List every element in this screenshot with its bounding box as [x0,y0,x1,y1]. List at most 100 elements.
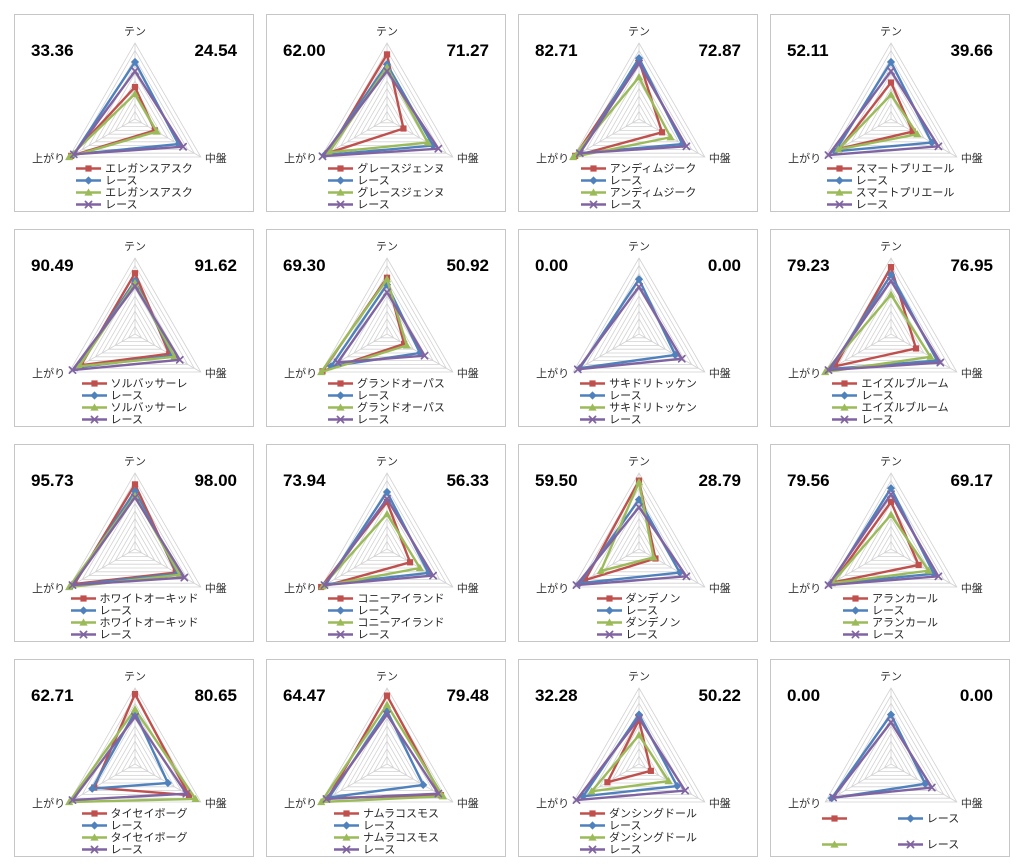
radar-series [830,513,930,585]
radar-series [837,93,919,151]
axis-label-ten: テン [376,671,398,683]
right-score-value: 79.48 [446,686,489,705]
chart-legend: タイセイボーグ レース タイセイボーグ レース [15,807,253,856]
axis-label-agari: 上がり [536,366,569,380]
legend-x-marker-icon [832,415,858,423]
axis-label-ten: テン [628,456,650,468]
legend-label: ナムラコスモス [362,808,440,820]
axis-label-chuban: 中盤 [961,797,983,810]
legend-x-marker-icon [596,630,622,638]
legend-box: ダンシングドール レース ダンシングドール レース [579,807,697,856]
right-score-value: 71.27 [446,41,489,60]
legend-triangle-marker-icon [826,187,852,196]
left-score-value: 52.11 [787,41,829,60]
legend-x-marker-icon [76,200,102,208]
chart-legend: エイズルブルーム レース エイズルブルーム レース [771,377,1009,426]
legend-x-marker-icon [81,845,107,853]
axis-label-ten: テン [880,26,902,38]
legend-item: レース [596,628,681,641]
chart-legend: ナムラコスモス レース ナムラコスモス レース [267,807,505,856]
legend-label: レース [609,390,642,402]
legend-square-marker-icon [76,164,102,172]
axis-label-chuban: 中盤 [709,152,731,165]
axis-label-ten: テン [628,671,650,683]
left-score-value: 64.47 [283,686,326,705]
legend-label: レース [110,844,143,856]
right-score-value: 56.33 [446,471,489,490]
legend-box: ナムラコスモス レース ナムラコスモス レース [333,807,440,856]
radar-chart-panel: 32.28 50.22 テン 中盤 上がり ダンシングドール レース ダンシングドールレ… [518,659,758,857]
legend-label: レース [357,605,390,617]
legend-item: レース [81,819,188,832]
radar-series [71,496,186,587]
legend-label: エレガンスアスク [105,163,193,175]
axis-label-chuban: 中盤 [457,367,479,380]
legend-item: レース [842,628,938,641]
legend-box: レース レース [821,807,960,851]
chart-legend: グランドオーパス レース グランドオーパス レース [267,377,505,426]
legend-triangle-marker-icon [333,832,359,841]
legend-x-marker-icon [897,840,923,848]
legend-item: サキドリトッケン [579,377,697,390]
legend-label: レース [362,820,396,832]
left-score-value: 0.00 [535,256,569,275]
legend-label: レース [872,629,905,641]
legend-triangle-marker-icon [328,617,354,626]
legend-diamond-marker-icon [81,390,107,400]
axis-label-agari: 上がり [788,151,821,165]
radar-series [575,506,688,587]
legend-label: ダンデノン [625,593,681,605]
radar-chart-panel: 33.36 24.54 テン 中盤 上がり エレガンスアスク レース エレガンスアスクレ… [14,14,254,212]
radar-series [831,721,934,799]
radar-series [571,76,672,159]
legend-item [821,838,851,850]
legend-item: レース [831,413,948,426]
radar-chart-panel: 0.00 0.00 テン 中盤 上がり レース レース [770,659,1010,857]
legend-x-marker-icon [580,845,605,853]
legend-label: レース [105,175,138,187]
legend-square-marker-icon [81,809,107,817]
legend-label: グレースジェンヌ [357,187,445,199]
legend-triangle-marker-icon [596,617,622,626]
left-score-value: 95.73 [31,471,74,490]
chart-legend: ホワイトオーキッド レース ホワイトオーキッド レース [15,592,253,641]
axis-label-chuban: 中盤 [961,582,983,595]
legend-label: アンディムジーク [609,187,697,199]
legend-item: ダンシングドール [579,807,697,820]
legend-label: レース [926,813,960,825]
legend-label: レース [625,605,658,617]
legend-label: レース [110,390,143,402]
legend-box: エレガンスアスク レース エレガンスアスク レース [75,162,193,211]
legend-item: レース [327,198,444,211]
radar-chart-panel: 95.73 98.00 テン 中盤 上がり ホワイトオーキッド レース ホワイトオーキッ… [14,444,254,642]
axis-label-agari: 上がり [284,366,317,380]
legend-label: レース [362,844,396,856]
axis-label-ten: テン [376,456,398,468]
legend-item: エイズルブルーム [831,377,949,390]
right-score-value: 0.00 [959,686,993,705]
legend-item: レース [81,413,188,426]
radar-series [71,284,181,372]
radar-chart-panel: 64.47 79.48 テン 中盤 上がり ナムラコスモス レース ナムラコスモス レース [266,659,506,857]
right-score-value: 50.92 [446,256,489,275]
legend-item: エレガンスアスク [75,186,193,199]
left-score-value: 82.71 [535,41,578,60]
right-score-value: 69.17 [950,471,993,490]
axis-label-chuban: 中盤 [205,582,227,595]
legend-label: レース [105,199,138,211]
legend-item: レース [579,413,697,426]
chart-grid: 33.36 24.54 テン 中盤 上がり エレガンスアスク レース エレガンスアスクレ… [14,14,1010,857]
axis-label-chuban: 中盤 [457,582,479,595]
axis-label-chuban: 中盤 [457,152,479,165]
radar-series [72,60,180,156]
chart-legend: スマートプリエール レース スマートプリエール レース [771,162,1009,211]
axis-label-ten: テン [880,241,902,253]
legend-x-marker-icon [328,200,354,208]
radar-series [72,69,185,156]
legend-label: コニーアイランド [357,593,445,605]
